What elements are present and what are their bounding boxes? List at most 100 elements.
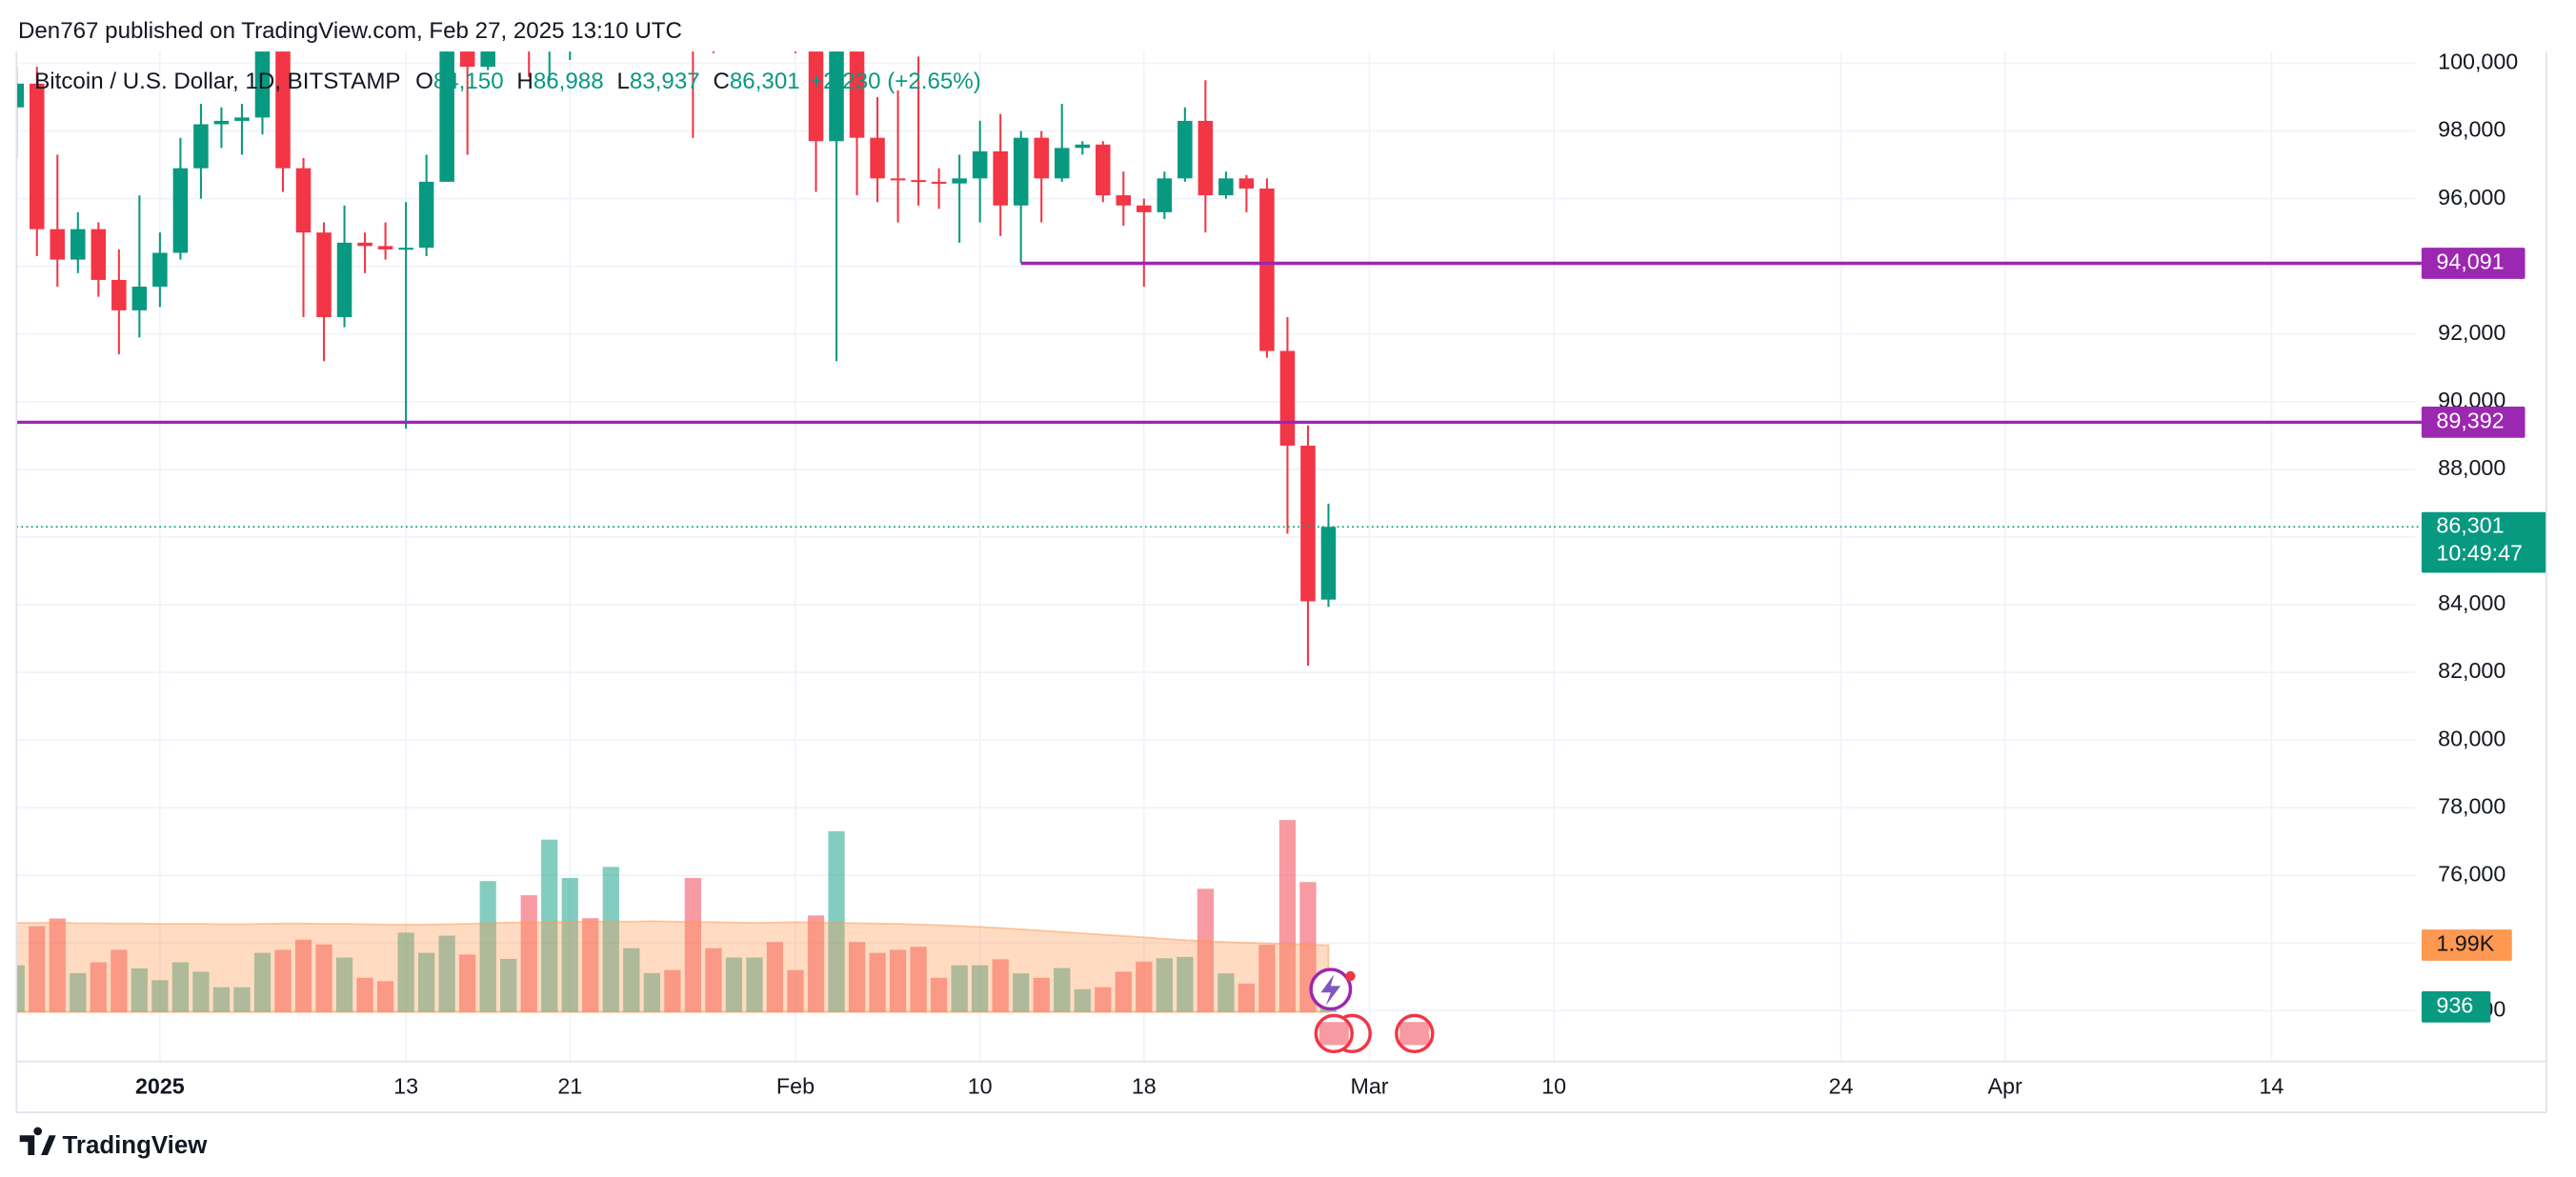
brand: TradingView <box>63 1132 209 1159</box>
volume-bar <box>438 935 455 1012</box>
volume-bar <box>49 918 66 1012</box>
legend: Bitcoin / U.S. Dollar, 1D, BITSTAMP O84,1… <box>34 69 981 94</box>
volume-bar <box>705 948 722 1012</box>
volume-bar <box>16 965 25 1012</box>
volume-bar <box>1177 956 1194 1012</box>
y-tick-label: 78,000 <box>2438 793 2506 818</box>
level-label: 94,091 <box>2436 249 2504 274</box>
volume-ma-label-box <box>2421 929 2512 961</box>
volume-label-box <box>2421 990 2491 1023</box>
volume-bar <box>807 915 825 1012</box>
volume-bar <box>643 972 660 1012</box>
logo-mark <box>19 1127 56 1155</box>
volume-bar <box>1074 988 1091 1012</box>
overlays: 72,00074,00076,00078,00080,00082,00084,0… <box>16 50 2546 1098</box>
event-icon <box>1320 974 1341 1007</box>
volume-bar <box>459 954 476 1012</box>
candle-body <box>952 178 967 184</box>
candle-body <box>213 120 230 125</box>
candle-body <box>336 242 352 317</box>
candle-body <box>727 0 742 19</box>
countdown: 10:49:47 <box>2436 541 2523 566</box>
candle-body <box>398 248 413 250</box>
volume-bar <box>397 932 414 1012</box>
candle-body <box>1279 350 1296 447</box>
y-tick-label: 88,000 <box>2438 455 2506 480</box>
volume-bar <box>1218 973 1235 1012</box>
volume-bar <box>356 977 373 1012</box>
volume-bar <box>1033 977 1050 1012</box>
legend-text: L <box>616 69 629 94</box>
volume-bar <box>684 878 702 1012</box>
event-icon <box>1399 1022 1430 1046</box>
candle-body <box>1197 120 1214 196</box>
candle-body <box>275 51 291 169</box>
x-tick-label: 10 <box>968 1073 993 1098</box>
x-tick-label: Apr <box>1988 1073 2023 1098</box>
volume-ma-area <box>16 920 1330 1013</box>
volume-bar <box>233 987 251 1012</box>
volume-bar <box>889 949 907 1012</box>
y-tick-label: 96,000 <box>2438 185 2506 209</box>
volume-bar <box>376 981 394 1012</box>
candle-body <box>890 178 906 181</box>
y-tick-label: 100,000 <box>2438 50 2518 74</box>
y-tick-label: 84,000 <box>2438 590 2506 615</box>
y-tick-label: 92,000 <box>2438 320 2506 345</box>
volume-bar <box>111 949 128 1012</box>
level-label-box <box>2421 248 2526 279</box>
publisher: Den767 published on TradingView.com, Feb… <box>18 18 682 44</box>
candle-body <box>459 51 475 68</box>
volume-bar <box>294 939 312 1012</box>
candle-body <box>295 168 312 233</box>
x-tick-label: Feb <box>776 1073 815 1098</box>
candle-body <box>931 181 947 184</box>
event-icon <box>1345 970 1356 982</box>
volume-bar <box>972 965 989 1012</box>
candle-body <box>1320 527 1337 600</box>
volume-bar <box>1238 983 1256 1012</box>
legend-text: +2,230 (+2.65%) <box>810 69 981 94</box>
candle-body <box>91 229 107 280</box>
candle-body <box>1054 148 1070 179</box>
x-tick-label: 18 <box>1132 1073 1157 1098</box>
candle-body <box>30 83 45 229</box>
x-tick-label: 21 <box>557 1073 582 1098</box>
candle-body <box>16 83 25 108</box>
candle-body <box>911 180 926 183</box>
candle-body <box>993 150 1008 206</box>
volume-bar <box>151 980 169 1012</box>
volume-bar <box>192 971 210 1012</box>
candle-body <box>70 229 86 260</box>
x-tick-label: 10 <box>1541 1073 1566 1098</box>
candle-body <box>111 279 127 310</box>
volume-bar <box>1095 987 1112 1012</box>
event-icons <box>1309 968 1435 1054</box>
volume-label: 936 <box>2436 993 2473 1018</box>
last-price-box <box>2421 511 2546 573</box>
candle-body <box>357 242 372 247</box>
volume-bar <box>766 942 784 1012</box>
candle-body <box>377 246 393 249</box>
y-tick-label: 82,000 <box>2438 658 2506 683</box>
volume-bar <box>212 987 231 1012</box>
volume-bar <box>274 949 292 1012</box>
volume-bar <box>725 957 743 1012</box>
volume-ma-label: 1.99K <box>2436 931 2494 956</box>
legend-text: 86,988 <box>533 69 604 94</box>
legend-text: 83,937 <box>630 69 700 94</box>
y-tick-label: 80,000 <box>2438 726 2506 750</box>
candle-body <box>254 51 271 118</box>
volume-bar <box>335 957 353 1012</box>
candle-body <box>870 137 885 179</box>
volume-bar <box>992 959 1009 1012</box>
volume-bar <box>29 926 46 1012</box>
logo: TradingView <box>19 1127 209 1159</box>
volume-bar <box>561 878 578 1012</box>
x-tick-label: 14 <box>2259 1073 2284 1098</box>
volume-bar <box>500 958 517 1012</box>
legend-text: Bitcoin / U.S. Dollar, 1D, BITSTAMP <box>34 69 400 94</box>
candle-body <box>193 124 209 169</box>
volume-bar <box>1258 945 1276 1012</box>
